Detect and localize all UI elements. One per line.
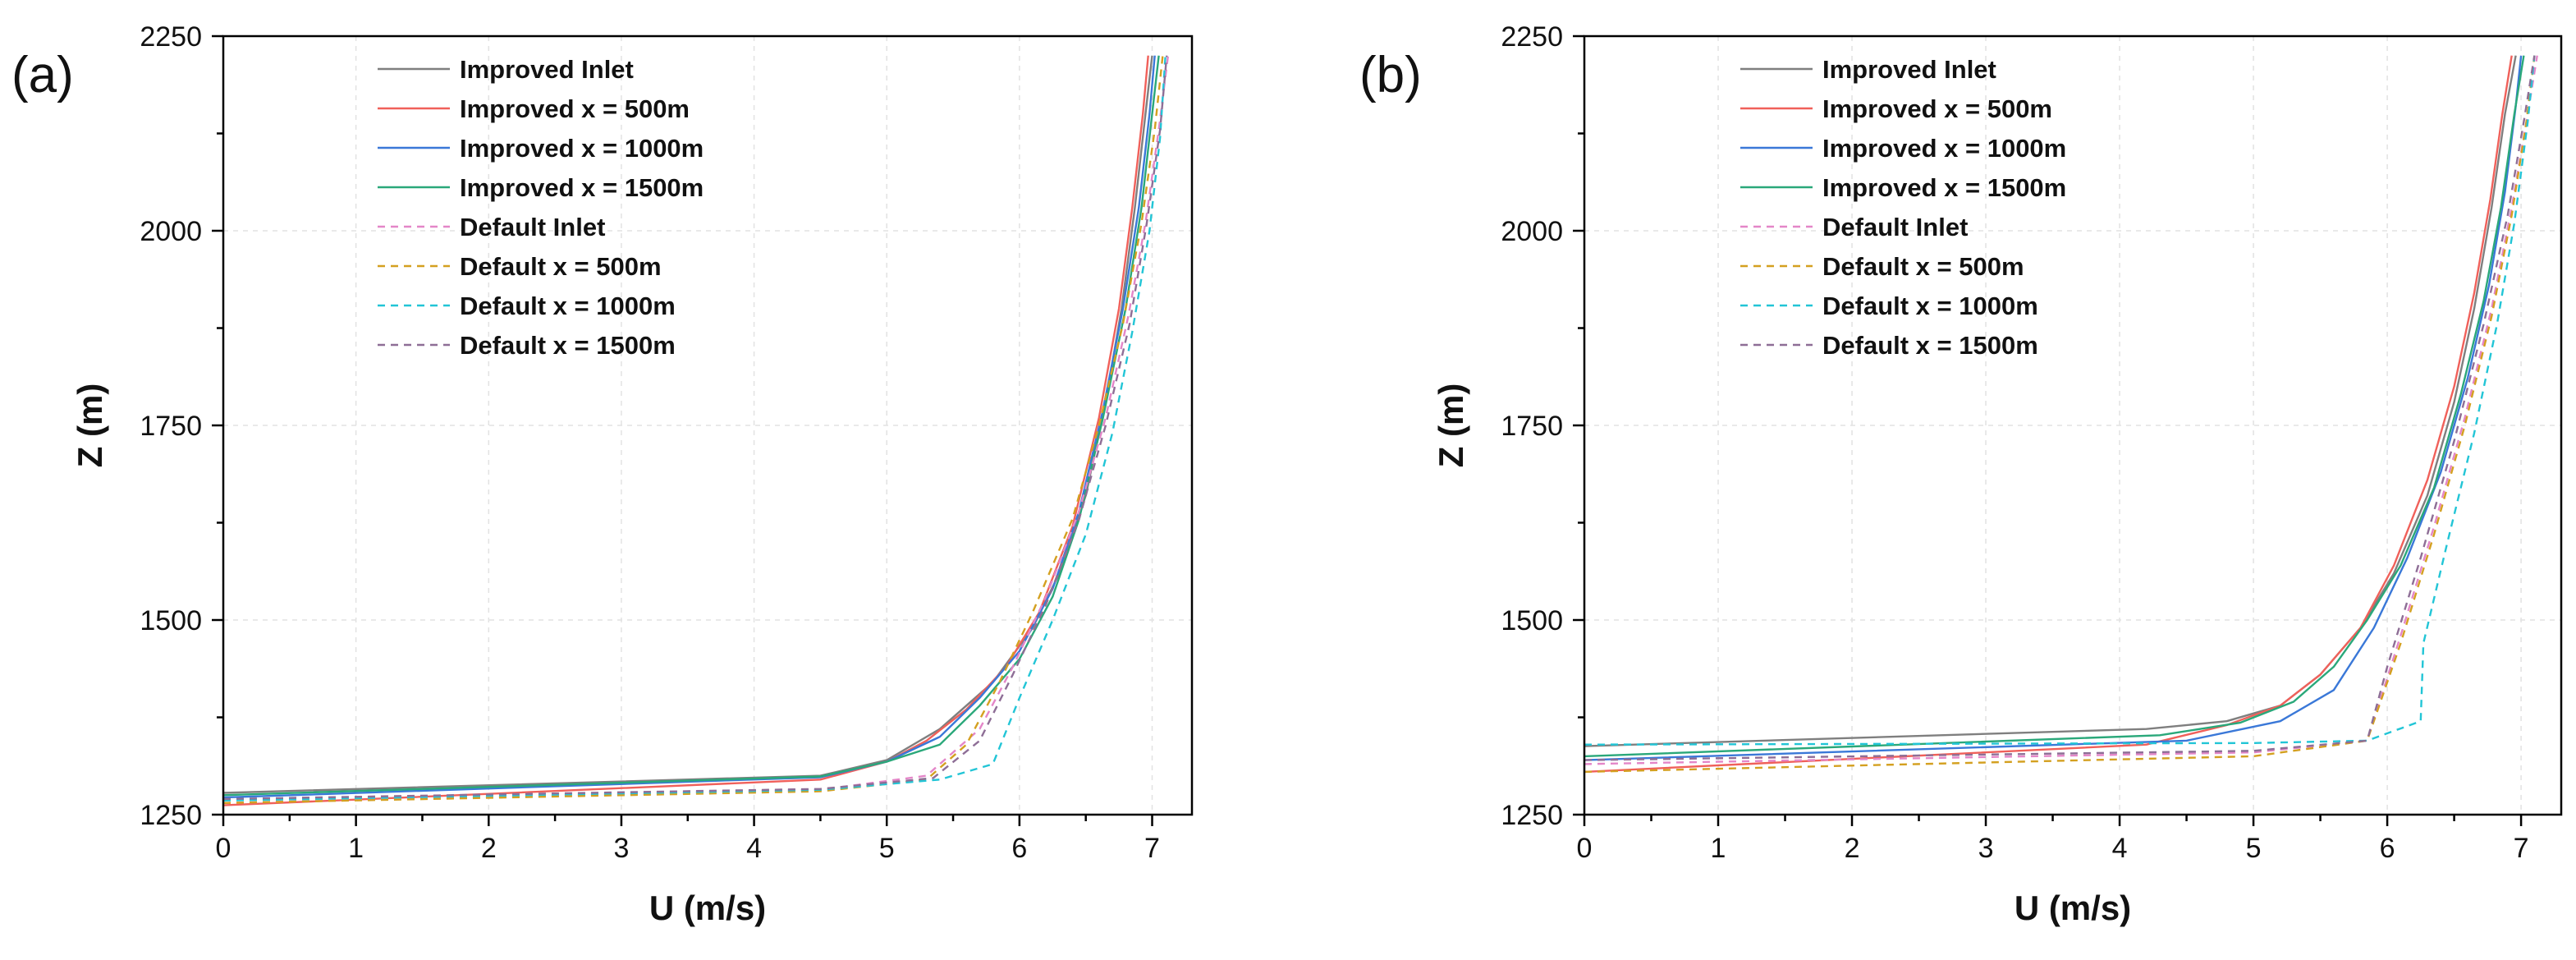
- x-tick-label: 0: [216, 833, 231, 864]
- legend-label: Improved x = 1000m: [460, 134, 704, 163]
- series-line-improved-x-500m: [1584, 55, 2513, 774]
- legend-label: Default Inlet: [1822, 213, 1968, 241]
- x-tick-label: 0: [1577, 833, 1593, 864]
- legend-label: Improved x = 1500m: [460, 173, 704, 202]
- legend-label: Improved x = 1000m: [1822, 134, 2066, 163]
- legend-label: Improved Inlet: [460, 55, 634, 84]
- legend-label: Default Inlet: [460, 213, 605, 241]
- legend: Improved Inlet Improved x = 500m Improved …: [378, 55, 704, 360]
- x-tick-label: 3: [613, 833, 629, 864]
- x-tick-label: 7: [2514, 833, 2529, 864]
- series-line-default-x-500m: [1584, 55, 2536, 774]
- legend-label: Improved Inlet: [1822, 55, 1996, 84]
- legend-label: Default x = 1000m: [1822, 292, 2038, 320]
- series-line-default-x-1500m: [222, 55, 1168, 801]
- series-line-improved-x-1000m: [1584, 55, 2523, 761]
- panel-label: (a): [11, 47, 74, 103]
- x-axis-title: U (m/s): [2015, 889, 2131, 927]
- legend-label: Default x = 500m: [460, 252, 662, 281]
- series-line-default-x-500m: [222, 55, 1164, 804]
- x-tick-label: 1: [348, 833, 364, 864]
- x-tick-label: 6: [1011, 833, 1027, 864]
- x-tick-label: 5: [879, 833, 895, 864]
- series-line-improved-x-1500m: [1584, 55, 2525, 758]
- legend-label: Default x = 500m: [1822, 252, 2024, 281]
- series-line-default-x-1000m: [222, 55, 1167, 802]
- series-line-improved-x-1500m: [222, 55, 1160, 797]
- chart-panel-a: (a) 0 1 2 3 4 5 6 7 1250 1500 1750 2000 2250 U (m/s) Z …: [11, 21, 1194, 927]
- legend-label: Improved x = 500m: [460, 94, 690, 123]
- y-tick-label: 1750: [140, 411, 202, 442]
- x-tick-label: 2: [1845, 833, 1860, 864]
- series-line-improved-inlet: [222, 55, 1153, 794]
- y-tick-label: 1750: [1501, 411, 1563, 442]
- y-tick-label: 1500: [140, 605, 202, 636]
- y-axis-title: Z (m): [1432, 384, 1470, 468]
- y-tick-label: 2000: [1501, 216, 1563, 247]
- legend: Improved Inlet Improved x = 500m Improved …: [1740, 55, 2066, 360]
- x-axis-title: U (m/s): [649, 889, 766, 927]
- y-tick-label: 1250: [140, 800, 202, 831]
- x-tick-label: 1: [1711, 833, 1726, 864]
- legend-label: Default x = 1000m: [460, 292, 676, 320]
- x-tick-label: 5: [2246, 833, 2262, 864]
- series-line-improved-inlet: [1584, 55, 2517, 747]
- chart-panel-b: (b) 0 1 2 3 4 5 6 7 1250 1500 1750 2000 2250 U (m/s) Z …: [1359, 21, 2563, 927]
- x-tick-label: 6: [2380, 833, 2395, 864]
- series-line-default-x-1000m: [1584, 55, 2536, 746]
- legend-label: Improved x = 1500m: [1822, 173, 2066, 202]
- legend-label: Default x = 1500m: [460, 331, 676, 360]
- panel-label: (b): [1359, 47, 1422, 103]
- x-tick-label: 4: [746, 833, 762, 864]
- legend-label: Improved x = 500m: [1822, 94, 2052, 123]
- x-tick-label: 7: [1144, 833, 1160, 864]
- series-line-default-inlet: [222, 55, 1170, 804]
- x-tick-label: 3: [1978, 833, 1994, 864]
- y-tick-label: 1250: [1501, 800, 1563, 831]
- y-tick-label: 2250: [140, 21, 202, 53]
- x-tick-label: 4: [2112, 833, 2128, 864]
- y-tick-label: 2250: [1501, 21, 1563, 53]
- series-line-default-x-1500m: [1584, 55, 2536, 761]
- y-axis-title: Z (m): [71, 384, 109, 468]
- y-tick-label: 1500: [1501, 605, 1563, 636]
- legend-label: Default x = 1500m: [1822, 331, 2038, 360]
- series-line-improved-x-1000m: [222, 55, 1156, 799]
- x-tick-label: 2: [481, 833, 497, 864]
- series-line-improved-x-500m: [222, 55, 1149, 806]
- y-tick-label: 2000: [140, 216, 202, 247]
